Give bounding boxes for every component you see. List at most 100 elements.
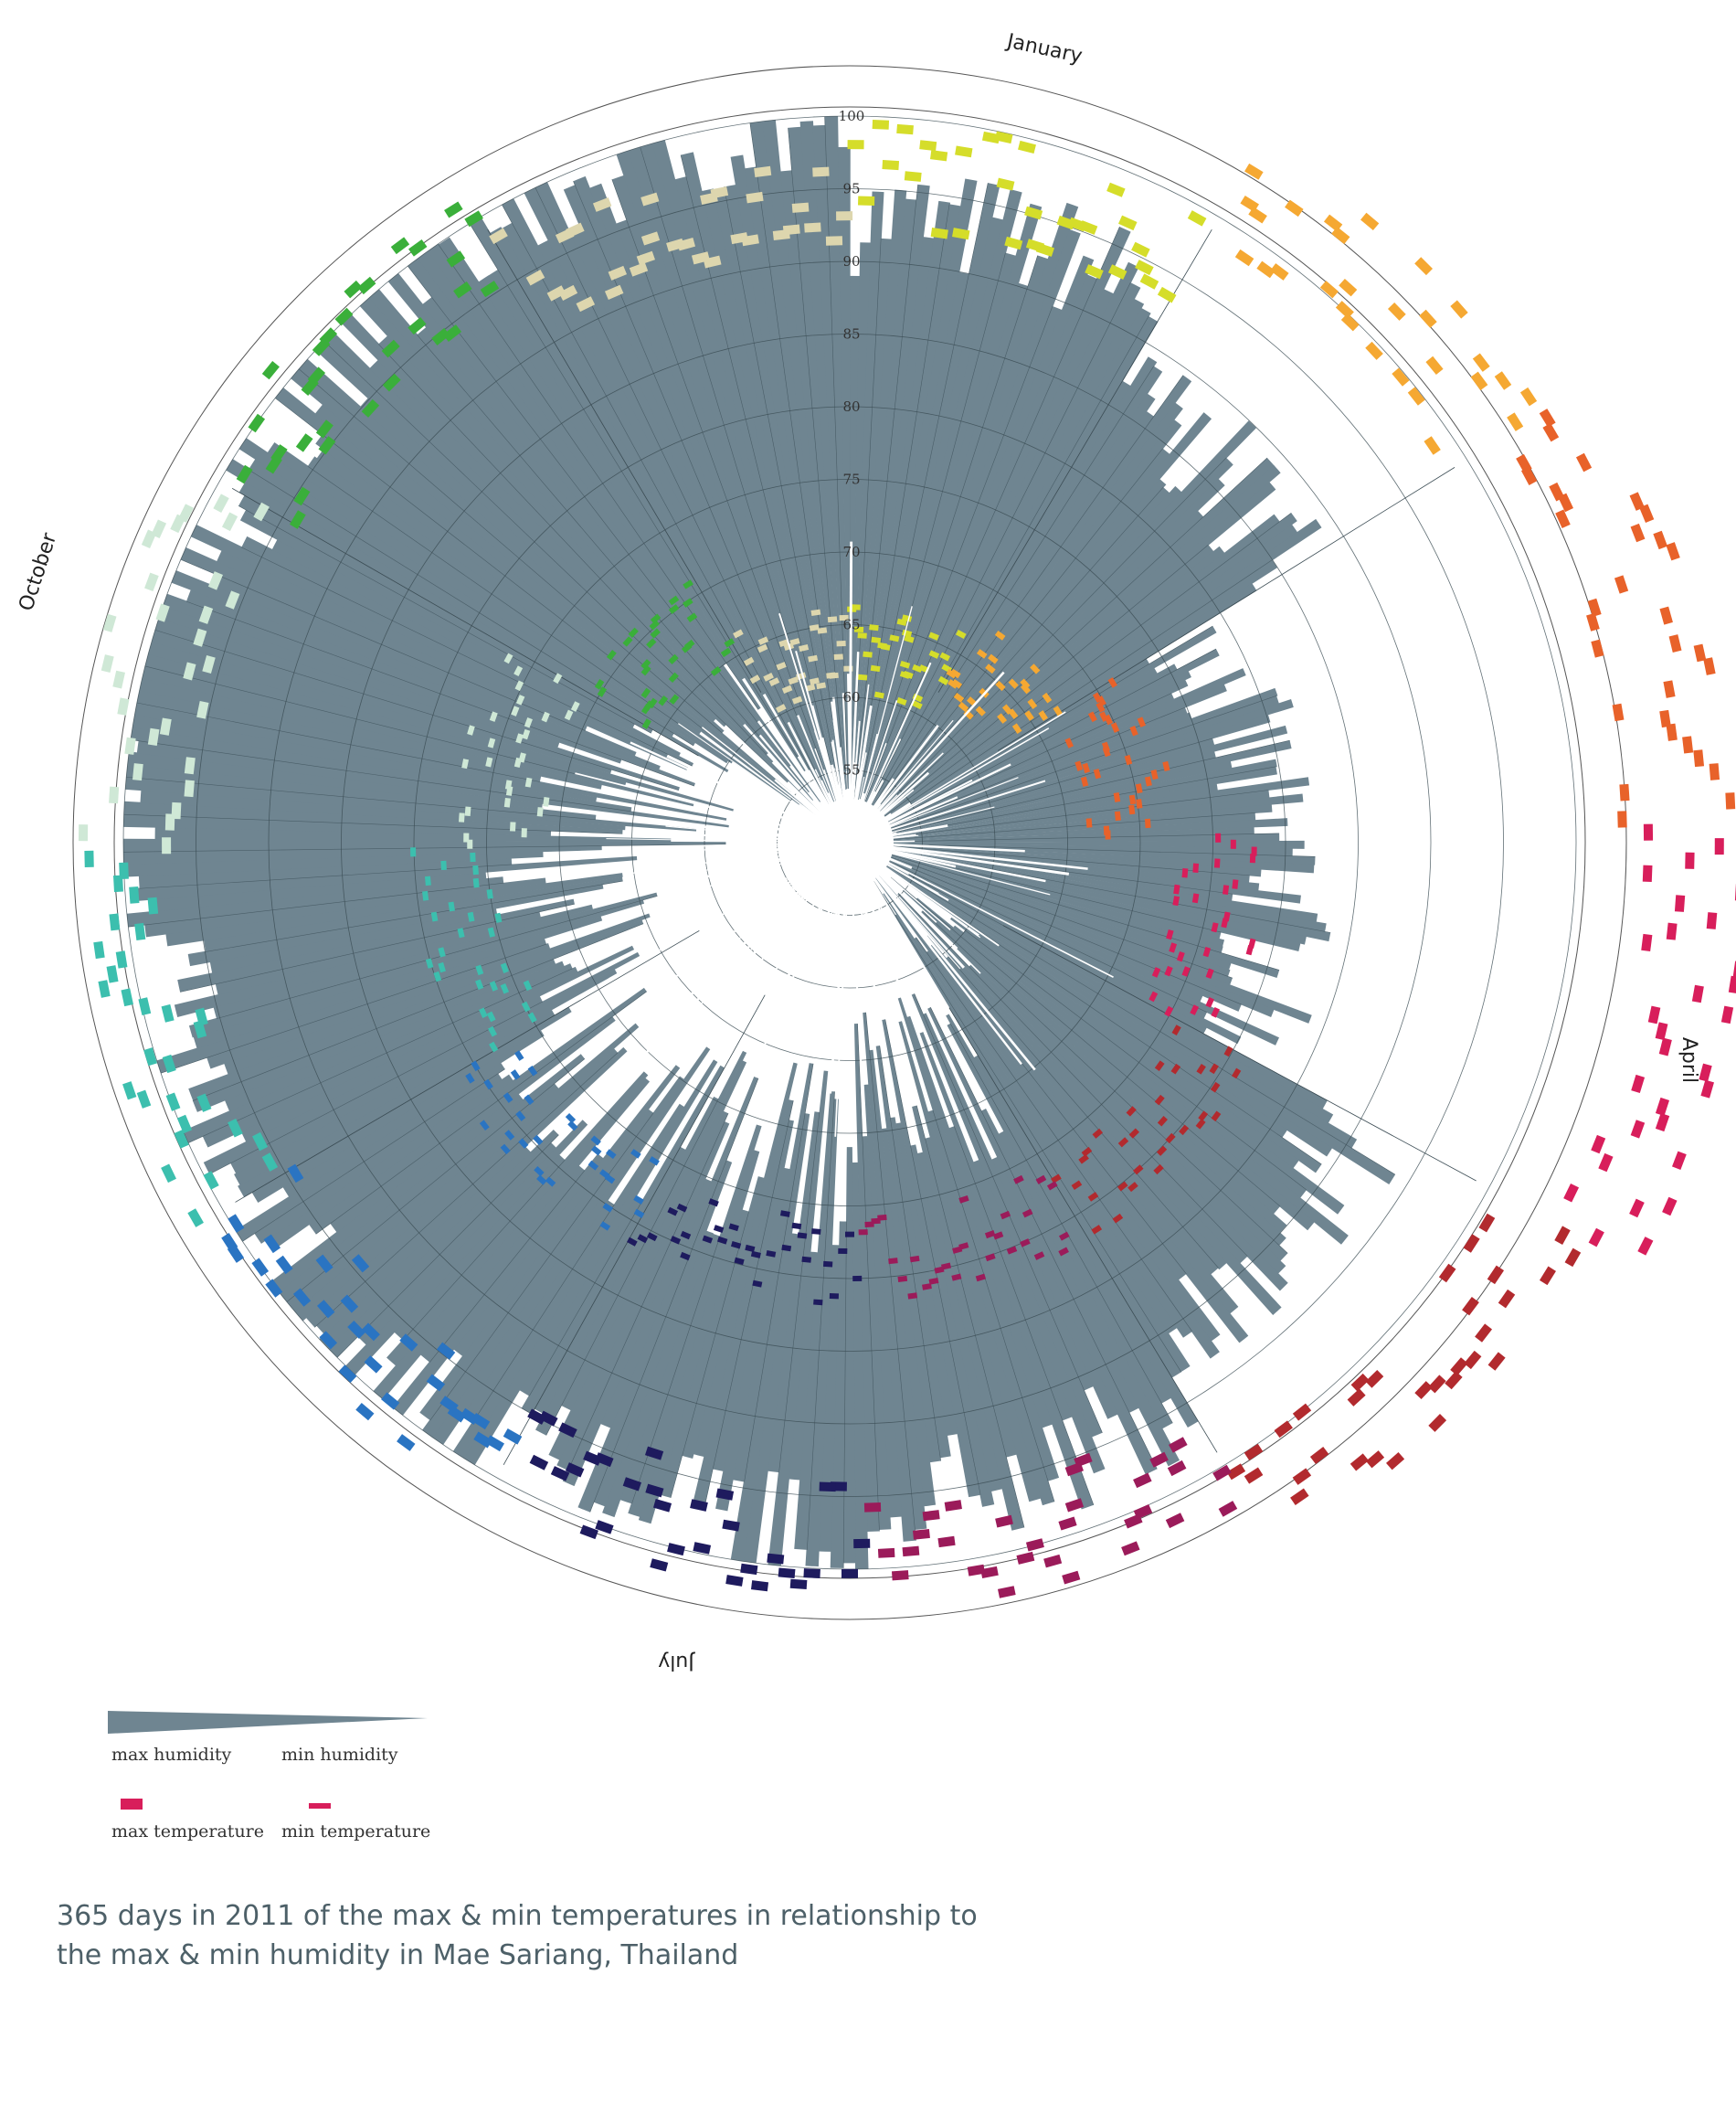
humidity-spoke-day-220 xyxy=(429,1112,654,1421)
max-temp-marker-day-10 xyxy=(955,145,973,158)
min-temp-marker-day-107 xyxy=(1245,945,1254,956)
max-temp-marker-day-87 xyxy=(1709,763,1720,780)
min-temp-marker-day-145 xyxy=(1081,1146,1093,1157)
center-ray-122 xyxy=(787,721,839,819)
humidity-spoke-day-76 xyxy=(856,738,1213,842)
humidity-bar-day-304 xyxy=(238,494,653,734)
min-temp-marker-day-341 xyxy=(757,643,768,653)
humidity-spoke-day-85 xyxy=(856,790,1269,843)
min-temp-marker-day-202 xyxy=(713,1225,725,1234)
max-temp-marker-day-29 xyxy=(1139,273,1159,290)
humidity-spoke-day-217 xyxy=(475,1204,615,1418)
humidity-bar-day-358 xyxy=(749,121,835,721)
humidity-bar-day-64 xyxy=(856,649,1220,840)
humidity-bar-day-255 xyxy=(206,942,551,1069)
humidity-bar-day-290 xyxy=(148,641,734,812)
max-temp-marker-day-160 xyxy=(1124,1513,1143,1529)
max-temp-marker-day-176 xyxy=(922,1510,940,1522)
humidity-bar-day-357 xyxy=(744,166,847,823)
min-temp-marker-day-255 xyxy=(475,964,484,976)
humidity-spoke-day-166 xyxy=(932,1109,1055,1502)
max-temp-marker-day-302 xyxy=(221,512,238,532)
min-temp-marker-day-155 xyxy=(1058,1247,1069,1257)
max-temp-marker-day-77 xyxy=(1591,639,1604,658)
max-temp-marker-day-155 xyxy=(1167,1460,1187,1477)
max-temp-marker-day-237 xyxy=(275,1255,293,1275)
humidity-bar-day-309 xyxy=(267,442,734,764)
min-temp-marker-day-186 xyxy=(823,1260,833,1268)
max-temp-marker-day-263 xyxy=(98,980,111,998)
center-ray-119 xyxy=(763,714,835,821)
humidity-bar-day-334 xyxy=(469,217,799,758)
min-temp-marker-day-31 xyxy=(937,675,949,685)
max-temp-marker-day-350 xyxy=(677,237,696,251)
humidity-bar-day-212 xyxy=(534,1146,686,1415)
humidity-bar-day-134 xyxy=(903,889,1287,1234)
max-temp-marker-day-363 xyxy=(812,166,830,177)
max-temp-marker-day-7 xyxy=(919,140,937,152)
max-temp-marker-day-217 xyxy=(460,1407,480,1426)
min-temp-marker-day-340 xyxy=(768,677,780,686)
humidity-bar-day-61 xyxy=(855,625,1217,840)
humidity-spoke-day-154 xyxy=(949,1023,1173,1424)
humidity-bar-day-120 xyxy=(855,845,1207,1035)
min-temp-marker-day-247 xyxy=(521,1001,531,1013)
min-temp-marker-day-304 xyxy=(553,673,563,685)
min-temp-marker-day-236 xyxy=(479,1120,490,1131)
month-divider-11 xyxy=(231,488,699,757)
humidity-spoke-day-307 xyxy=(248,469,694,747)
min-temp-marker-day-363 xyxy=(836,640,846,647)
humidity-spoke-day-346 xyxy=(611,179,848,836)
max-temp-marker-day-295 xyxy=(144,572,159,592)
min-temp-marker-day-213 xyxy=(633,1208,645,1218)
min-temp-marker-day-102 xyxy=(1172,896,1180,907)
max-temp-marker-day-52 xyxy=(1425,356,1444,376)
humidity-bar-day-56 xyxy=(855,524,1298,839)
max-temp-marker-day-47 xyxy=(1387,302,1406,321)
humidity-spoke-day-316 xyxy=(298,368,723,734)
humidity-bar-day-311 xyxy=(316,449,702,735)
min-temp-marker-day-157 xyxy=(1021,1208,1033,1218)
month-divider-5 xyxy=(1002,925,1477,1182)
min-temp-marker-day-317 xyxy=(622,636,633,647)
humidity-bar-day-135 xyxy=(935,921,1286,1247)
grid-ring-70 xyxy=(558,551,1141,1134)
humidity-bar-day-244 xyxy=(238,1009,556,1197)
max-temp-marker-day-255 xyxy=(122,1081,137,1100)
humidity-bar-day-294 xyxy=(163,593,622,764)
min-temp-marker-day-90 xyxy=(1105,830,1111,840)
min-temp-marker-day-364 xyxy=(839,614,849,621)
humidity-bar-day-306 xyxy=(226,459,674,738)
min-temp-marker-day-11 xyxy=(880,643,891,651)
max-temp-marker-day-321 xyxy=(334,307,354,326)
center-ray-41 xyxy=(852,869,885,1043)
max-temp-marker-day-61 xyxy=(1542,422,1560,442)
max-temp-marker-day-277 xyxy=(171,802,182,820)
center-ray-69 xyxy=(647,860,831,1037)
humidity-spoke-day-7 xyxy=(850,184,918,836)
min-temp-marker-day-345 xyxy=(791,695,803,705)
humidity-spoke-day-361 xyxy=(788,127,846,791)
max-temp-marker-day-45 xyxy=(1340,313,1360,332)
min-temp-marker-day-44 xyxy=(963,709,974,720)
humidity-bar-day-281 xyxy=(127,751,543,810)
min-temp-marker-day-243 xyxy=(471,1060,481,1072)
min-temp-marker-day-80 xyxy=(1144,776,1152,787)
center-ray-172 xyxy=(875,780,1046,835)
humidity-spoke-day-169 xyxy=(916,1105,1025,1528)
min-temp-marker-day-95 xyxy=(1213,858,1221,868)
humidity-bar-day-286 xyxy=(136,689,542,782)
temperature-layer xyxy=(78,119,1736,1598)
humidity-spoke-day-238 xyxy=(315,991,647,1235)
center-ray-110 xyxy=(701,727,829,827)
max-temp-marker-day-347 xyxy=(640,231,661,246)
center-ray-143 xyxy=(855,606,913,817)
min-temp-marker-day-86 xyxy=(1114,811,1121,822)
min-temp-marker-day-205 xyxy=(680,1251,691,1261)
min-temp-marker-day-69 xyxy=(1137,717,1147,727)
humidity-spoke-day-88 xyxy=(856,812,1255,843)
min-temp-marker-day-249 xyxy=(479,1007,488,1019)
max-temp-marker-day-322 xyxy=(381,339,400,358)
legend-max-temperature-swatch xyxy=(121,1799,143,1810)
humidity-bar-day-113 xyxy=(856,844,1312,1024)
